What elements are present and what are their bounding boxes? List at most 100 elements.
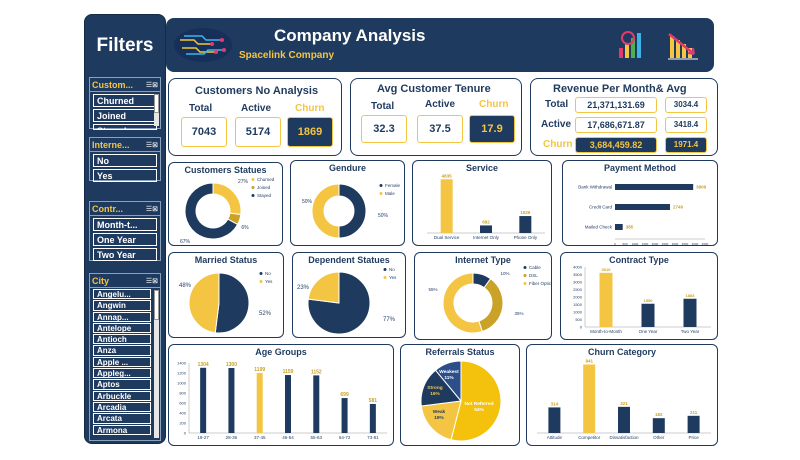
pie-slice (338, 183, 367, 239)
x-tick-label: 3000 (672, 242, 679, 245)
pie-slice (442, 272, 483, 334)
clear-filter-icon[interactable]: ☰⊠ (145, 141, 158, 149)
slicer-item[interactable]: Antioch (93, 334, 151, 345)
slicer-item[interactable]: Antelope (93, 322, 151, 334)
slicer-item[interactable]: Joined (93, 109, 157, 122)
legend-marker (523, 274, 527, 277)
bar (440, 179, 453, 233)
pie-slice (311, 183, 340, 239)
slicer-item[interactable]: Month-t... (93, 218, 157, 231)
kpi-active-label: Active (541, 119, 572, 130)
data-label: 27% (238, 179, 249, 185)
legend-label: Stayed (257, 193, 272, 198)
slicer-contract[interactable]: Contr... ☰⊠ Month-t... One Year Two Year (89, 201, 161, 261)
data-label: 35% (514, 311, 523, 316)
pie-slice (307, 271, 371, 335)
data-label: 321 (620, 401, 628, 406)
slicer-item[interactable]: No (93, 154, 157, 167)
chart-referrals-status: Referrals Status Not Referred 54% Weak 19% St… (400, 344, 520, 446)
page-subtitle: Spacelink Company (239, 50, 335, 61)
slicer-item[interactable]: Two Year (93, 248, 157, 261)
slicer-item[interactable]: Aptos (93, 379, 151, 390)
x-tick-label: 55-63 (311, 435, 323, 440)
data-label: 1152 (311, 369, 322, 375)
slicer-scrollbar[interactable] (154, 94, 159, 126)
data-label: 55% (428, 287, 437, 292)
slicer-item[interactable]: Angwin (93, 300, 151, 311)
chart-svg: 4835 Dual Service 682 Internet Only 1526 Phon… (427, 173, 545, 240)
chart-svg: 1400 1200 1000 800 600 400 200 0 1304 19-27 1300 28… (177, 361, 387, 440)
data-label: 6% (241, 225, 249, 231)
y-tick-label: Bank Withdrawal (578, 185, 612, 190)
data-label: 581 (369, 398, 378, 404)
slicer-item[interactable]: Churned (93, 94, 157, 107)
bar (519, 216, 532, 233)
chart-age-groups: Age Groups 1400 1200 1000 800 600 400 200 0 1304 1… (168, 344, 394, 446)
kpi-total-label: Total (371, 101, 395, 112)
x-tick-label: Price (688, 435, 699, 440)
y-tick-label: 3000 (573, 280, 583, 285)
data-label: 385 (626, 225, 634, 230)
slicer-item[interactable]: One Year (93, 233, 157, 246)
x-tick-label: Other (653, 435, 665, 440)
kpi-title: Avg Customer Tenure (377, 83, 491, 95)
slicer-item[interactable]: Arcata (93, 413, 151, 424)
clear-filter-icon[interactable]: ☰⊠ (145, 277, 158, 285)
clear-filter-icon[interactable]: ☰⊠ (145, 81, 158, 89)
y-tick-label: Mailed Check (585, 225, 613, 230)
chart-title: Gendure (328, 163, 366, 173)
bar (615, 224, 623, 230)
legend-marker (259, 280, 263, 283)
slicer-customer-status[interactable]: Custom... ☰⊠ Churned Joined Stayed (89, 77, 161, 130)
y-tick-label: 1400 (177, 361, 187, 366)
slicer-item[interactable]: Armona (93, 424, 151, 435)
chart-title: Contract Type (609, 255, 669, 265)
kpi-churn-label: Churn (479, 99, 509, 110)
data-label: 16% (430, 391, 440, 397)
slicer-item[interactable]: Anza (93, 345, 151, 356)
legend-marker (383, 276, 387, 279)
bar (615, 204, 670, 210)
y-tick-label: 2000 (573, 295, 583, 300)
data-label: Strong (427, 385, 443, 391)
page-title: Company Analysis (274, 26, 426, 45)
x-tick-label: 1500 (642, 242, 649, 245)
bar (583, 364, 596, 433)
bar (313, 375, 320, 433)
slicer-city[interactable]: City ☰⊠ Angelu... Angwin Annap... Antelop… (89, 273, 161, 441)
pie-slice (450, 360, 502, 442)
slicer-title: Custom... (92, 79, 134, 90)
data-label: 1300 (226, 362, 237, 368)
bar (480, 225, 492, 233)
legend-label: Yes (265, 279, 273, 284)
filters-sidebar: Filters Custom... ☰⊠ Churned Joined Staye… (84, 14, 166, 444)
slicer-item[interactable]: Annap... (93, 311, 151, 322)
slicer-item[interactable]: Stayed (93, 124, 157, 130)
dashboard-header: Company Analysis Spacelink Company (166, 18, 714, 72)
slicer-item[interactable]: Arcadia (93, 401, 151, 413)
x-tick-label: 73-81 (367, 435, 379, 440)
x-tick-label: Dual Service (434, 235, 460, 240)
slicer-internet-service[interactable]: Interne... ☰⊠ No Yes (89, 137, 161, 182)
x-tick-label: 28-36 (226, 435, 238, 440)
slicer-scrollbar[interactable] (154, 290, 159, 438)
chart-service: Service 4835 Dual Service 682 Internet Only 1… (412, 160, 552, 246)
bar (341, 398, 348, 433)
kpi-churn-value: 3,684,459.82 (575, 137, 657, 153)
legend-label: Churned (257, 177, 275, 182)
kpi-churn-label: Churn (543, 139, 573, 150)
bar (285, 375, 291, 433)
slicer-item[interactable]: Appleg... (93, 368, 151, 379)
slicer-item[interactable]: Yes (93, 169, 157, 182)
clear-filter-icon[interactable]: ☰⊠ (145, 205, 158, 213)
legend-marker (251, 194, 255, 197)
legend-marker (251, 178, 255, 181)
slicer-item[interactable]: Arbuckle (93, 390, 151, 401)
x-tick-label: 37-45 (254, 435, 266, 440)
pie-slice (434, 360, 462, 403)
slicer-item[interactable]: Apple ... (93, 356, 151, 368)
decline-chart-icon (668, 33, 698, 60)
slicer-item[interactable]: Angelu... (93, 289, 151, 300)
slicer-title: Contr... (92, 203, 123, 214)
